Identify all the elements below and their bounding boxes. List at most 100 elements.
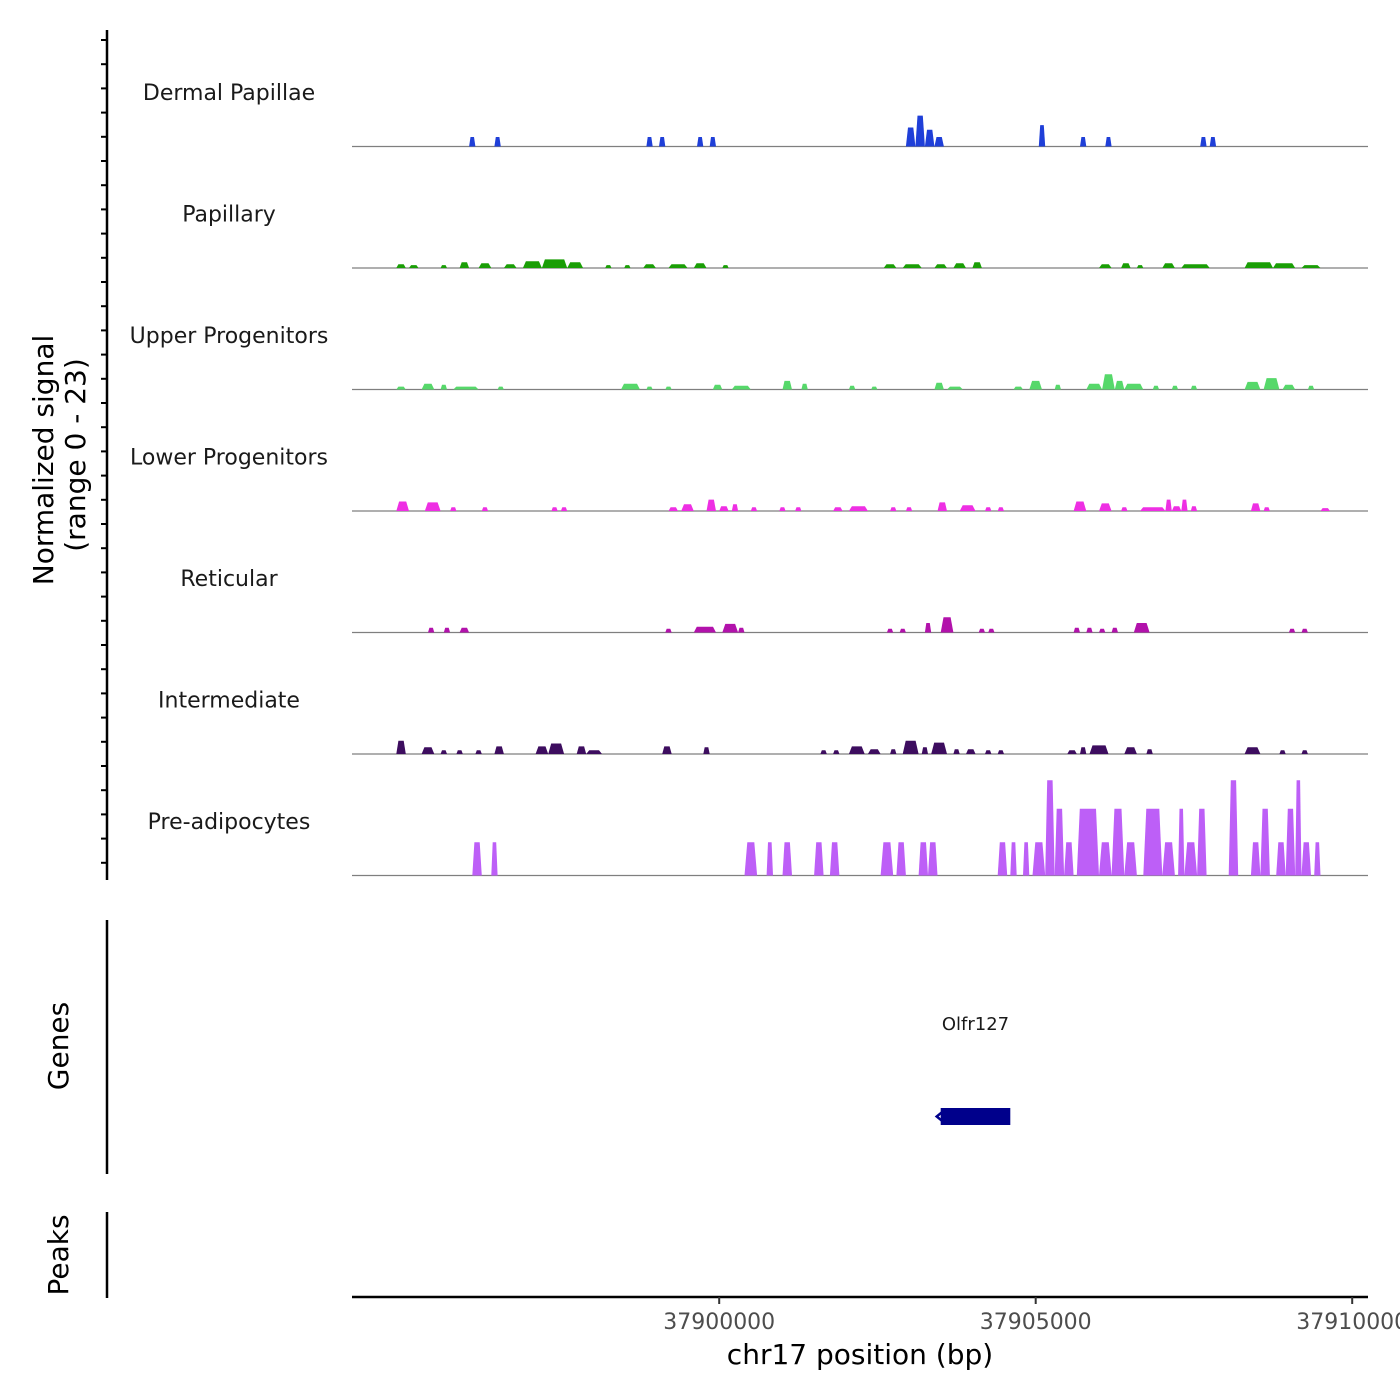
signal-peak (731, 504, 739, 511)
signal-peak (795, 507, 802, 511)
signal-peak (1124, 842, 1137, 876)
signal-peak (396, 740, 406, 754)
signal-peak (1171, 506, 1182, 511)
signal-peak (902, 264, 922, 268)
track-lower-progenitors: Lower Progenitors (130, 446, 1368, 512)
signal-peak (1013, 386, 1023, 390)
signal-peak (934, 382, 944, 390)
signal-peak (1152, 385, 1160, 390)
signal-peak (966, 749, 976, 754)
signal-peak (440, 750, 447, 754)
signal-peak (421, 747, 435, 754)
signal-peak (1244, 747, 1261, 754)
signal-peak (1162, 263, 1175, 268)
signal-peak (681, 504, 694, 511)
signal-peak (1263, 507, 1270, 511)
track-reticular: Reticular (180, 567, 1368, 634)
signal-peak (997, 842, 1008, 876)
signal-peak (937, 502, 947, 511)
signal-peak (1279, 750, 1286, 754)
signal-peak (829, 842, 840, 876)
signal-peak (1165, 499, 1172, 511)
signal-peak (1086, 627, 1093, 633)
signal-peak (883, 264, 897, 268)
signal-peak (722, 623, 739, 633)
signal-peak (801, 383, 808, 390)
signal-peak (972, 262, 982, 268)
signal-peak (1080, 137, 1087, 147)
signal-peak (890, 749, 897, 754)
signal-peak (766, 842, 773, 876)
signal-peak (905, 127, 916, 147)
track-pre-adipocytes: Pre-adipocytes (148, 780, 1368, 877)
x-axis-title: chr17 position (bp) (727, 1338, 993, 1371)
signal-peak (551, 507, 558, 511)
signal-peak (848, 385, 856, 390)
signal-peak (1228, 780, 1239, 876)
signal-peak (1133, 623, 1150, 633)
signal-peak (1276, 842, 1286, 876)
signal-peak (1285, 808, 1296, 876)
signal-peak (1184, 842, 1198, 876)
signal-peak (396, 386, 406, 390)
x-tick-label: 37900000 (663, 1310, 775, 1335)
gene-track: Olfr127 (934, 1014, 1011, 1125)
signal-peak (1086, 383, 1103, 390)
signal-peak (1111, 808, 1125, 876)
signal-peak (646, 386, 653, 390)
signal-peak (548, 743, 565, 754)
signal-peak (1099, 628, 1106, 633)
signal-peak (896, 842, 906, 876)
signal-peak (744, 842, 758, 876)
signal-peak (709, 137, 716, 147)
genes-track-label: Genes (42, 1002, 75, 1090)
signal-peak (1032, 842, 1046, 876)
signal-peak (668, 507, 678, 511)
x-axis-ticks: 37900000 37905000 37910000 (663, 1297, 1400, 1335)
signal-peak (1136, 265, 1144, 268)
y-axis-ticks (101, 39, 107, 864)
peaks-track-label: Peaks (42, 1214, 75, 1295)
gene-strand-arrow (934, 1109, 946, 1124)
signal-peak (665, 386, 672, 390)
signal-peak (472, 842, 482, 876)
signal-peak (1295, 780, 1302, 876)
signal-peak (1045, 780, 1055, 876)
gene-body (940, 1108, 1011, 1125)
signal-peak (1067, 750, 1077, 754)
signal-peak (1124, 383, 1144, 390)
signal-peak (706, 499, 716, 511)
signal-peak (1307, 385, 1315, 390)
signal-peak (535, 746, 549, 754)
signal-peak (567, 262, 584, 268)
signal-peak (779, 507, 786, 511)
signal-peak (1190, 506, 1198, 511)
signal-peak (1038, 125, 1046, 147)
signal-peak (494, 137, 501, 147)
signal-peak (924, 623, 932, 633)
gene-label: Olfr127 (942, 1014, 1009, 1035)
signal-peak (693, 626, 716, 633)
signal-peak (1178, 808, 1185, 876)
signal-peak (469, 137, 476, 147)
signal-peak (867, 749, 881, 754)
signal-peak (646, 137, 653, 147)
signal-peak (833, 750, 840, 754)
x-tick-label: 37905000 (980, 1310, 1092, 1335)
track-label: Papillary (182, 203, 276, 228)
signal-peak (1244, 381, 1261, 390)
signal-peak (1143, 808, 1163, 876)
signal-peak (1073, 627, 1080, 633)
track-label: Reticular (180, 567, 278, 592)
signal-peak (1181, 264, 1210, 268)
signal-peak (421, 383, 435, 390)
signal-peak (934, 137, 944, 147)
signal-peak (428, 627, 435, 633)
signal-peak (491, 842, 498, 876)
signal-peak (712, 384, 723, 390)
signal-peak (1320, 508, 1330, 511)
signal-peak (1273, 263, 1296, 268)
signal-peak (1181, 499, 1188, 511)
signal-peak (848, 506, 868, 511)
